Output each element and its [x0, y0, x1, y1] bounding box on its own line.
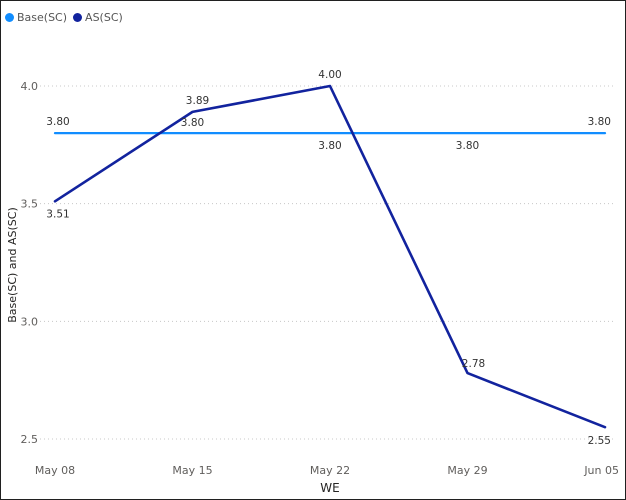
- data-labels: 3.80 3.80 3.80 3.80 3.80 3.51 3.89 4.00 2.78 2.55: [46, 69, 611, 447]
- x-tick-label: May 29: [447, 464, 487, 477]
- legend-marker-as: [73, 13, 83, 22]
- x-tick-label: May 15: [172, 464, 212, 477]
- x-tick-label: May 08: [35, 464, 75, 477]
- y-tick-label: 3.5: [21, 198, 39, 211]
- data-label-base: 3.80: [318, 140, 341, 152]
- legend-marker-base: [5, 13, 14, 22]
- gridlines: [40, 85, 616, 440]
- series-lines: [53, 84, 607, 429]
- legend-item-as[interactable]: AS(SC): [73, 11, 123, 24]
- legend: Base(SC) AS(SC): [5, 11, 129, 24]
- legend-item-base[interactable]: Base(SC): [5, 11, 67, 24]
- y-tick-label: 2.5: [21, 433, 39, 446]
- x-axis-title: WE: [320, 481, 339, 495]
- x-axis-ticks: May 08 May 15 May 22 May 29 Jun 05: [35, 464, 619, 477]
- legend-label-as: AS(SC): [85, 11, 123, 24]
- y-axis-ticks: 2.5 3.0 3.5 4.0: [21, 80, 39, 446]
- data-label-base: 3.80: [456, 140, 479, 152]
- data-label-base: 3.80: [181, 117, 204, 129]
- data-label-as: 3.51: [46, 208, 69, 220]
- x-tick-label: May 22: [310, 464, 350, 477]
- y-tick-label: 4.0: [21, 80, 39, 93]
- series-line-as[interactable]: [53, 84, 607, 429]
- data-label-as: 3.89: [186, 95, 209, 107]
- y-tick-label: 3.0: [21, 315, 39, 328]
- data-label-as: 4.00: [318, 69, 341, 81]
- data-label-as: 2.78: [462, 358, 485, 370]
- y-axis-title: Base(SC) and AS(SC): [6, 207, 19, 322]
- legend-label-base: Base(SC): [17, 11, 68, 24]
- data-label-base: 3.80: [588, 116, 611, 128]
- data-label-base: 3.80: [46, 116, 69, 128]
- x-tick-label: Jun 05: [583, 464, 619, 477]
- data-label-as: 2.55: [588, 435, 611, 447]
